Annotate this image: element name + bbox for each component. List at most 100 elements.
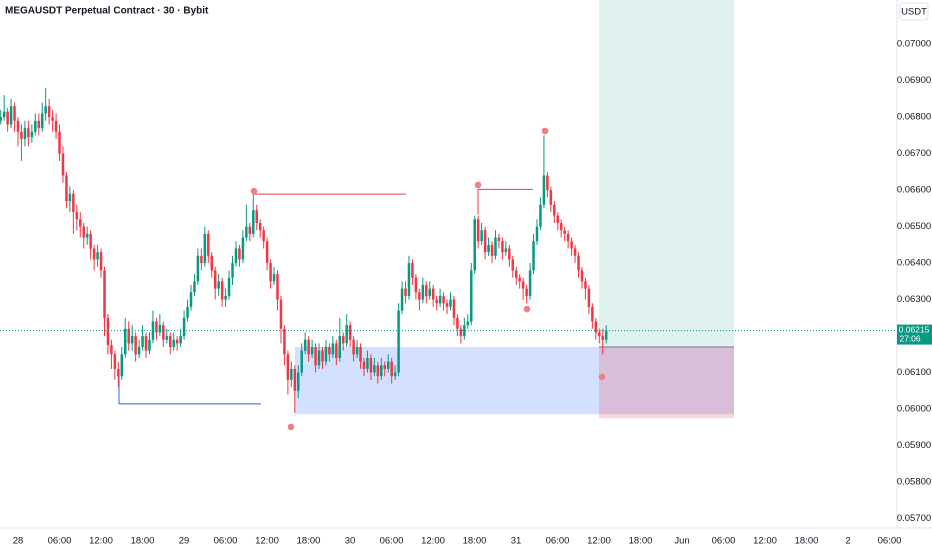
candle-body xyxy=(248,226,252,234)
candle-body xyxy=(290,368,293,380)
candle-body xyxy=(518,277,521,282)
candle-body xyxy=(317,350,321,366)
candle-body xyxy=(314,347,317,366)
candle-body xyxy=(369,357,373,373)
candle-body xyxy=(549,190,553,205)
candle-body xyxy=(23,128,27,140)
candle-body xyxy=(494,237,497,256)
countdown-label: 27:06 xyxy=(899,333,921,343)
candle-body xyxy=(27,128,30,138)
marker-dot xyxy=(598,373,606,381)
candle-body xyxy=(341,336,345,344)
candle-body xyxy=(297,372,300,391)
candle-body xyxy=(442,295,445,304)
candle-body xyxy=(473,219,476,271)
candle-body xyxy=(362,361,366,369)
candle-body xyxy=(497,237,501,242)
candle-body xyxy=(44,106,47,114)
candle-body xyxy=(431,288,435,300)
candle-body xyxy=(504,248,508,253)
candle-body xyxy=(345,325,348,344)
y-tick-label: 0.06900 xyxy=(897,75,931,86)
candle-body xyxy=(601,336,604,340)
candle-body xyxy=(137,347,141,355)
candle-body xyxy=(75,212,79,220)
x-tick-label: 06:00 xyxy=(546,536,570,547)
zones xyxy=(295,0,734,419)
candle-body xyxy=(532,241,535,271)
candle-body xyxy=(310,347,314,355)
y-tick-label: 0.06100 xyxy=(897,367,931,378)
candle-body xyxy=(425,284,428,296)
candle-body xyxy=(85,233,89,238)
candle-body xyxy=(376,365,380,377)
candle-body xyxy=(480,230,483,242)
candle-body xyxy=(542,175,546,205)
x-tick-label: 06:00 xyxy=(214,536,238,547)
candle-body xyxy=(559,222,563,231)
candle-body xyxy=(238,248,241,260)
marker-dot xyxy=(287,423,295,431)
candle-body xyxy=(179,336,182,344)
candle-body xyxy=(0,117,2,121)
x-tick-label: 18:00 xyxy=(463,536,487,547)
marker-dot xyxy=(250,187,258,195)
marker-dot xyxy=(541,127,549,135)
candle-body xyxy=(331,343,335,355)
candle-body xyxy=(155,321,158,333)
candle-body xyxy=(89,233,92,249)
candle-body xyxy=(300,350,303,373)
candle-body xyxy=(393,372,397,377)
candle-body xyxy=(51,117,54,121)
candle-body xyxy=(117,368,120,377)
x-tick-label: 2 xyxy=(845,536,850,547)
candle-body xyxy=(196,255,200,282)
y-tick-label: 0.05900 xyxy=(897,440,931,451)
currency-button[interactable] xyxy=(899,2,929,21)
x-tick-label: 06:00 xyxy=(712,536,736,547)
candle-body xyxy=(200,255,203,264)
candle-body xyxy=(591,306,594,322)
x-tick-label: 28 xyxy=(13,536,24,547)
x-tick-label: 12:00 xyxy=(255,536,279,547)
candle-body xyxy=(168,336,172,348)
x-tick-label: 18:00 xyxy=(629,536,653,547)
candle-body xyxy=(456,317,459,329)
candle-body xyxy=(220,281,224,300)
y-tick-label: 0.07000 xyxy=(897,39,931,50)
candle-body xyxy=(404,288,407,296)
x-tick-label: 06:00 xyxy=(48,536,72,547)
candle-body xyxy=(352,339,355,355)
candle-body xyxy=(40,113,44,129)
candle-body xyxy=(411,263,414,278)
candle-body xyxy=(134,336,137,355)
candle-body xyxy=(293,368,297,391)
candle-body xyxy=(265,241,269,264)
candle-body xyxy=(577,255,580,271)
currency-label[interactable]: USDT xyxy=(901,7,927,18)
candle-body xyxy=(113,354,117,369)
x-tick-label: 18:00 xyxy=(131,536,155,547)
candle-body xyxy=(407,263,411,296)
x-tick-label: 30 xyxy=(345,536,356,547)
x-tick-label: Jun xyxy=(674,536,689,547)
candle-body xyxy=(428,288,431,296)
y-tick-label: 0.05800 xyxy=(897,477,931,488)
candle-body xyxy=(535,226,539,242)
last-price-box xyxy=(897,324,932,345)
x-tick-label: 12:00 xyxy=(753,536,777,547)
candle-body xyxy=(521,281,525,289)
y-tick-label: 0.06600 xyxy=(897,185,931,196)
candle-body xyxy=(241,237,245,260)
candle-body xyxy=(335,343,338,358)
candle-body xyxy=(328,347,331,355)
candle-body xyxy=(186,306,189,318)
candle-body xyxy=(189,292,193,307)
candle-body xyxy=(276,274,279,300)
x-tick-label: 06:00 xyxy=(878,536,902,547)
y-tick-label: 0.06500 xyxy=(897,221,931,232)
candle-body xyxy=(418,292,421,300)
zone-target xyxy=(599,0,734,348)
zone-stop xyxy=(599,347,734,419)
